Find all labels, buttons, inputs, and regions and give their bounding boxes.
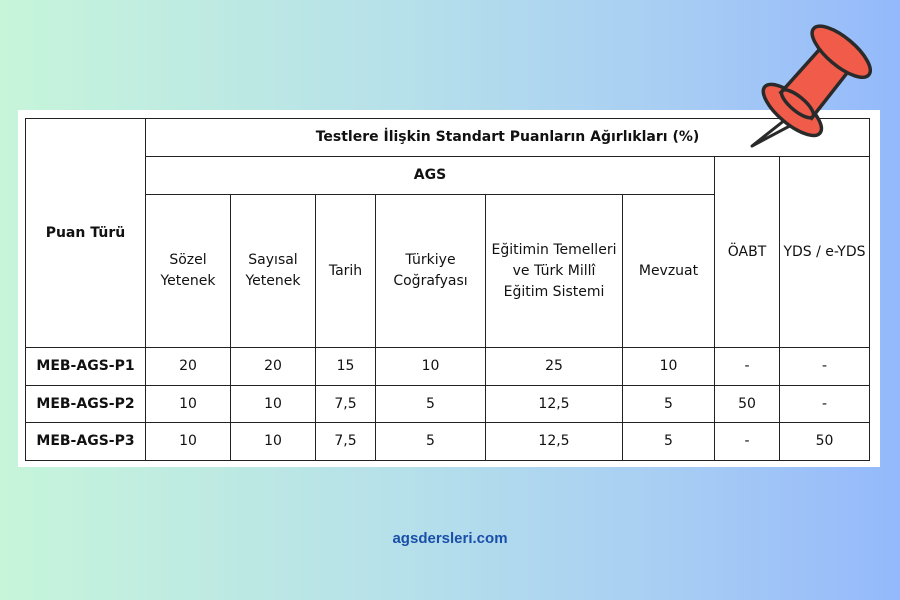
cell: 10 xyxy=(622,347,715,386)
table-row: MEB-AGS-P3 10 10 7,5 5 12,5 5 - 50 xyxy=(25,422,870,461)
cell: 7,5 xyxy=(315,422,376,461)
row-name: MEB-AGS-P1 xyxy=(25,347,146,386)
col-header: Eğitimin Temelleri ve Türk Millî Eğitim … xyxy=(485,194,623,348)
table-row: MEB-AGS-P1 20 20 15 10 25 10 - - xyxy=(25,347,870,386)
cell: 10 xyxy=(145,422,231,461)
cell: 10 xyxy=(375,347,486,386)
cell: 15 xyxy=(315,347,376,386)
cell: - xyxy=(714,347,780,386)
cell: 20 xyxy=(145,347,231,386)
cell: 5 xyxy=(375,385,486,423)
pushpin-icon xyxy=(750,24,872,148)
cell: 20 xyxy=(230,347,316,386)
group-header-ags: AGS xyxy=(145,156,715,195)
cell: 25 xyxy=(485,347,623,386)
cell: 10 xyxy=(230,422,316,461)
row-name: MEB-AGS-P2 xyxy=(25,385,146,423)
col-header: ÖABT xyxy=(714,156,780,348)
cell: 50 xyxy=(779,422,870,461)
col-header: Türkiye Coğrafyası xyxy=(375,194,486,348)
cell: 50 xyxy=(714,385,780,423)
cell: 7,5 xyxy=(315,385,376,423)
cell: - xyxy=(779,347,870,386)
site-footer-link[interactable]: agsdersleri.com xyxy=(392,530,508,547)
cell: 5 xyxy=(375,422,486,461)
table-row: MEB-AGS-P2 10 10 7,5 5 12,5 5 50 - xyxy=(25,385,870,423)
cell: - xyxy=(779,385,870,423)
row-name: MEB-AGS-P3 xyxy=(25,422,146,461)
row-header: Puan Türü xyxy=(25,118,146,348)
cell: 12,5 xyxy=(485,385,623,423)
cell: 10 xyxy=(230,385,316,423)
col-header: Sözel Yetenek xyxy=(145,194,231,348)
table-title: Testlere İlişkin Standart Puanların Ağır… xyxy=(145,118,870,157)
cell: - xyxy=(714,422,780,461)
cell: 5 xyxy=(622,385,715,423)
col-header: YDS / e-YDS xyxy=(779,156,870,348)
cell: 10 xyxy=(145,385,231,423)
weights-table: Puan Türü Testlere İlişkin Standart Puan… xyxy=(25,118,870,461)
col-header: Mevzuat xyxy=(622,194,715,348)
col-header: Sayısal Yetenek xyxy=(230,194,316,348)
cell: 5 xyxy=(622,422,715,461)
cell: 12,5 xyxy=(485,422,623,461)
col-header: Tarih xyxy=(315,194,376,348)
